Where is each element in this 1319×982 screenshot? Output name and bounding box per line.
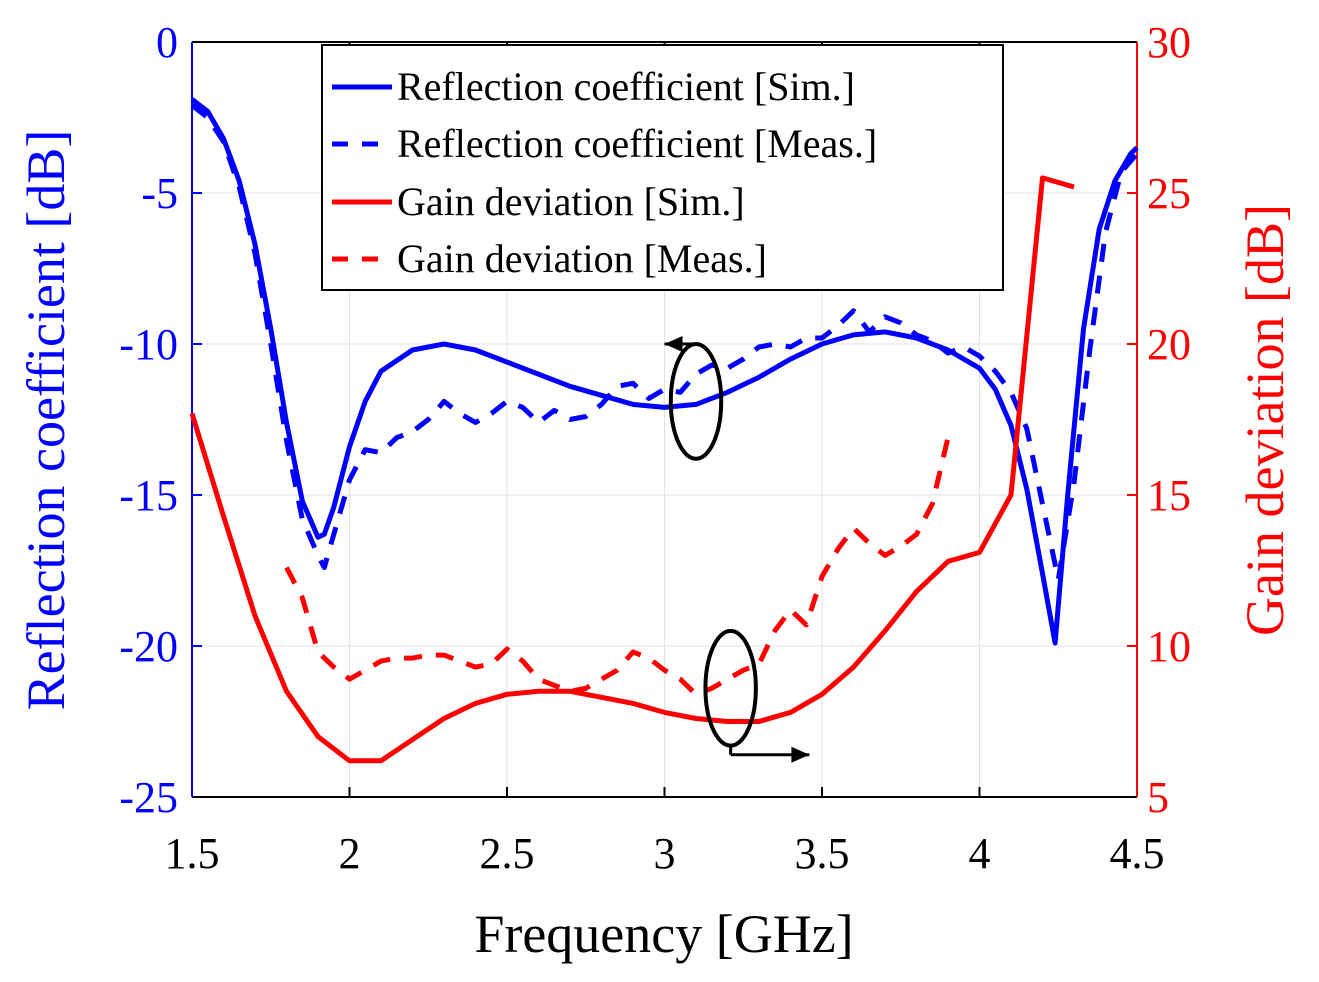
series-layer — [189, 97, 1139, 764]
legend-entry: Gain deviation [Sim.] — [332, 179, 745, 224]
left-tick-label: -5 — [141, 169, 178, 218]
legend-label-gain-sim: Gain deviation [Sim.] — [397, 179, 745, 224]
annotation-arrow-head — [664, 336, 683, 352]
right-tick-label: 30 — [1147, 18, 1191, 67]
series-line-reflection-coefficient-meas — [190, 103, 1139, 583]
right-tick-label: 25 — [1147, 169, 1191, 218]
x-axis-title: Frequency [GHz] — [474, 904, 853, 964]
legend-label-gain-meas: Gain deviation [Meas.] — [397, 236, 767, 281]
annotation-arrow-head — [791, 746, 810, 763]
left-tick-label: -25 — [119, 773, 178, 822]
legend-entry: Reflection coefficient [Meas.] — [332, 121, 877, 166]
legend: Reflection coefficient [Sim.] Reflection… — [321, 44, 1004, 291]
x-tick-label: 2.5 — [480, 829, 535, 878]
right-tick-label: 5 — [1147, 773, 1169, 822]
legend-label-reflection-sim: Reflection coefficient [Sim.] — [397, 64, 855, 109]
series-line-gain-deviation-sim — [189, 175, 1075, 764]
right-tick-label: 20 — [1147, 320, 1191, 369]
right-axis-title: Gain deviation [dB] — [1235, 204, 1295, 636]
x-tick-label: 4.5 — [1110, 829, 1165, 878]
left-tick-label: -15 — [119, 471, 178, 520]
left-tick-label: -20 — [119, 622, 178, 671]
right-tick-label: 10 — [1147, 622, 1191, 671]
series-line-reflection-coefficient-sim — [190, 97, 1139, 646]
legend-entry: Reflection coefficient [Sim.] — [332, 64, 855, 109]
legend-label-reflection-meas: Reflection coefficient [Meas.] — [397, 121, 877, 166]
legend-box — [321, 44, 1004, 291]
annotations-layer — [664, 336, 810, 763]
left-axis-title: Reflection coefficient [dB] — [16, 130, 76, 711]
left-tick-label: 0 — [156, 18, 178, 67]
right-tick-label: 15 — [1147, 471, 1191, 520]
series-line-gain-deviation-meas — [284, 437, 951, 697]
x-tick-label: 1.5 — [165, 829, 220, 878]
x-tick-label: 3 — [654, 829, 676, 878]
left-tick-label: -10 — [119, 320, 178, 369]
legend-entry: Gain deviation [Meas.] — [332, 236, 767, 281]
x-tick-label: 4 — [969, 829, 991, 878]
tick-labels: 1.5 2 2.5 3 3.5 4 4.5 0 -5 -10 -15 -20 -25 30 25 20 15 10… — [119, 18, 1191, 878]
x-tick-label: 2 — [339, 829, 361, 878]
x-tick-label: 3.5 — [795, 829, 850, 878]
